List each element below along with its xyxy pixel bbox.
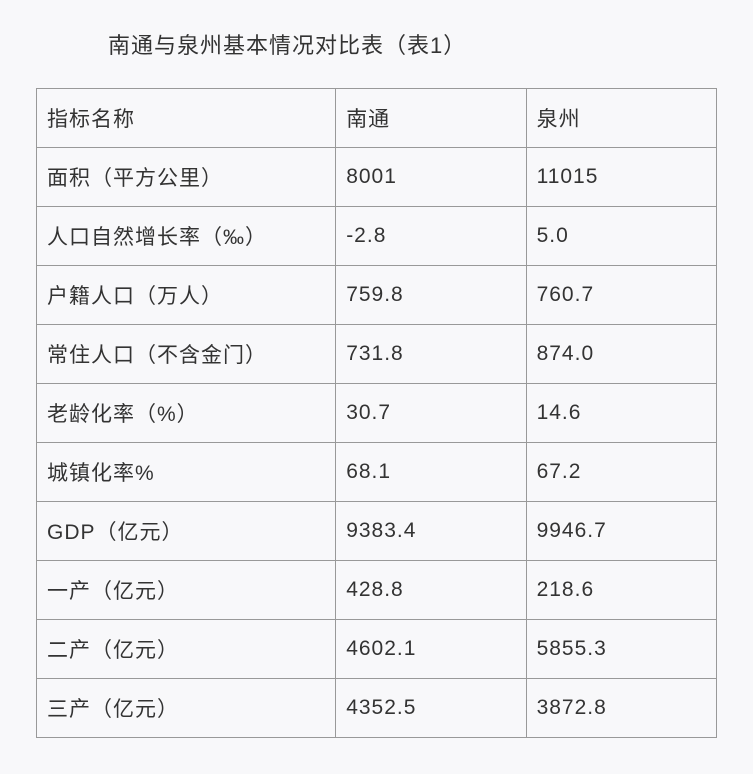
cell-nantong: 68.1: [336, 443, 526, 502]
cell-indicator: 常住人口（不含金门）: [37, 325, 336, 384]
cell-nantong: 30.7: [336, 384, 526, 443]
table-row: 老龄化率（%） 30.7 14.6: [37, 384, 717, 443]
cell-nantong: 428.8: [336, 561, 526, 620]
cell-indicator: GDP（亿元）: [37, 502, 336, 561]
table-row: GDP（亿元） 9383.4 9946.7: [37, 502, 717, 561]
col-header-quanzhou: 泉州: [526, 89, 716, 148]
cell-quanzhou: 9946.7: [526, 502, 716, 561]
cell-indicator: 城镇化率%: [37, 443, 336, 502]
cell-quanzhou: 67.2: [526, 443, 716, 502]
cell-indicator: 户籍人口（万人）: [37, 266, 336, 325]
cell-quanzhou: 5.0: [526, 207, 716, 266]
table-row: 城镇化率% 68.1 67.2: [37, 443, 717, 502]
cell-indicator: 老龄化率（%）: [37, 384, 336, 443]
cell-nantong: 8001: [336, 148, 526, 207]
cell-indicator: 二产（亿元）: [37, 620, 336, 679]
col-header-nantong: 南通: [336, 89, 526, 148]
cell-quanzhou: 14.6: [526, 384, 716, 443]
table-row: 户籍人口（万人） 759.8 760.7: [37, 266, 717, 325]
table-row: 面积（平方公里） 8001 11015: [37, 148, 717, 207]
cell-nantong: 759.8: [336, 266, 526, 325]
table-row: 三产（亿元） 4352.5 3872.8: [37, 679, 717, 738]
col-header-indicator: 指标名称: [37, 89, 336, 148]
cell-nantong: 9383.4: [336, 502, 526, 561]
cell-nantong: 4352.5: [336, 679, 526, 738]
cell-indicator: 人口自然增长率（‰）: [37, 207, 336, 266]
cell-quanzhou: 3872.8: [526, 679, 716, 738]
cell-quanzhou: 11015: [526, 148, 716, 207]
cell-quanzhou: 5855.3: [526, 620, 716, 679]
page-title: 南通与泉州基本情况对比表（表1）: [108, 28, 717, 60]
cell-nantong: 4602.1: [336, 620, 526, 679]
table-row: 人口自然增长率（‰） -2.8 5.0: [37, 207, 717, 266]
page-container: 南通与泉州基本情况对比表（表1） 指标名称 南通 泉州 面积（平方公里） 800…: [0, 0, 753, 774]
cell-nantong: -2.8: [336, 207, 526, 266]
comparison-table: 指标名称 南通 泉州 面积（平方公里） 8001 11015 人口自然增长率（‰…: [36, 88, 717, 738]
cell-quanzhou: 874.0: [526, 325, 716, 384]
cell-indicator: 三产（亿元）: [37, 679, 336, 738]
table-row: 二产（亿元） 4602.1 5855.3: [37, 620, 717, 679]
table-header-row: 指标名称 南通 泉州: [37, 89, 717, 148]
cell-nantong: 731.8: [336, 325, 526, 384]
cell-quanzhou: 218.6: [526, 561, 716, 620]
table-row: 常住人口（不含金门） 731.8 874.0: [37, 325, 717, 384]
cell-quanzhou: 760.7: [526, 266, 716, 325]
cell-indicator: 面积（平方公里）: [37, 148, 336, 207]
table-row: 一产（亿元） 428.8 218.6: [37, 561, 717, 620]
cell-indicator: 一产（亿元）: [37, 561, 336, 620]
